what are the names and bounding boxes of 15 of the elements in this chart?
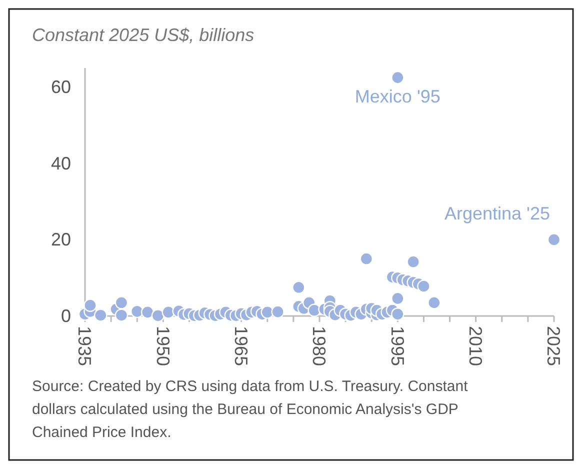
x-tick-label: 1950 [152,326,173,366]
source-note: Source: Created by CRS using data from U.S. Treasury. Constant dollars calculated using the Bureau of Economic Analysis's GDP Chained Price Index. [32,378,469,441]
y-tick-label: 40 [50,153,71,174]
y-tick-label: 20 [50,230,71,250]
x-tick-label: 1980 [309,326,330,366]
x-tick-label: 1965 [231,326,252,366]
y-tick-label: 60 [50,77,71,98]
y-axis-title: Constant 2025 US$, billions [32,25,254,45]
annotation: Argentina '25 [444,204,550,224]
x-tick-label: 2010 [466,326,486,366]
x-tick-label: 1935 [74,326,95,366]
x-tick-label: 1995 [387,326,408,366]
y-tick-label: 0 [60,306,71,326]
annotation: Mexico '95 [354,86,440,107]
x-tick-label: 2025 [544,326,564,366]
